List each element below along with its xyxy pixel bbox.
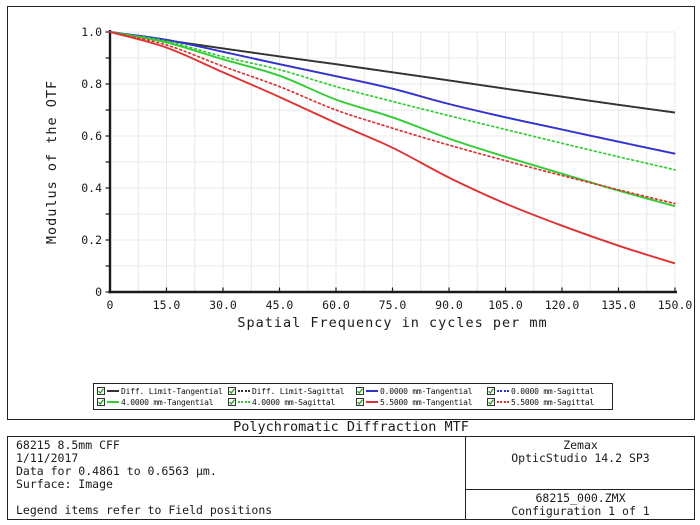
dotted-line-sample-icon xyxy=(497,401,509,403)
configuration: Configuration 1 of 1 xyxy=(511,504,650,518)
x-tick-label: 90.0 xyxy=(435,298,463,312)
legend-item-label: Diff. Limit-Sagittal xyxy=(252,386,345,396)
page-border xyxy=(7,6,695,520)
y-axis-title: Modulus of the OTF xyxy=(44,80,60,244)
y-tick-label: 0.2 xyxy=(81,233,102,247)
solid-line-sample-icon xyxy=(366,390,378,392)
solid-line-sample-icon xyxy=(107,390,119,392)
legend-checkbox-checked-icon[interactable] xyxy=(487,398,495,406)
series-curve-4-0000-mm-tangential xyxy=(109,31,676,208)
legend-checkbox-checked-icon[interactable] xyxy=(97,387,105,395)
mtf-plot: 0 0.2 0.4 0.6 0.8 1.0 0 15.0 30.0 45.0 60.0 75.0 90.… xyxy=(44,25,693,331)
y-tick-label: 1.0 xyxy=(81,25,102,39)
series-curve-0-0000-mm-sagittal xyxy=(109,31,676,155)
y-tick-label: 0 xyxy=(95,285,102,299)
x-tick-label: 120.0 xyxy=(545,298,580,312)
dotted-line-sample-icon xyxy=(238,390,250,392)
x-tick-label: 105.0 xyxy=(488,298,523,312)
series-curve-diff-limit-sagittal xyxy=(109,31,676,114)
legend-note: Legend items refer to Field positions xyxy=(16,503,273,517)
legend-item: 5.5000 mm-Sagittal xyxy=(487,397,612,408)
info-right-column: Zemax OpticStudio 14.2 SP3 68215_000.ZMX… xyxy=(465,437,695,520)
x-tick-label: 30.0 xyxy=(209,298,237,312)
plot-title: Polychromatic Diffraction MTF xyxy=(7,419,695,437)
legend-checkbox-checked-icon[interactable] xyxy=(356,387,364,395)
legend-box: Diff. Limit-Tangential Diff. Limit-Sagitt… xyxy=(93,383,613,410)
y-tick-label: 0.4 xyxy=(81,181,102,195)
solid-line-sample-icon xyxy=(366,401,378,403)
data-range: Data for 0.4861 to 0.6563 µm. xyxy=(16,464,217,478)
legend-checkbox-checked-icon[interactable] xyxy=(487,387,495,395)
x-axis-title: Spatial Frequency in cycles per mm xyxy=(237,315,547,331)
x-tick-label: 0 xyxy=(107,298,114,312)
legend-item-label: 0.0000 mm-Tangential xyxy=(380,386,473,396)
series-curve-5-5000-mm-sagittal xyxy=(109,31,676,205)
legend-item-label: 0.0000 mm-Sagittal xyxy=(511,386,595,396)
legend-item-label: 4.0000 mm-Sagittal xyxy=(252,397,336,407)
x-tick-label: 150.0 xyxy=(658,298,693,312)
app-name: Zemax xyxy=(563,438,598,452)
surface-label: Surface: Image xyxy=(16,477,113,491)
legend-item: 4.0000 mm-Sagittal xyxy=(228,397,356,408)
legend-item-label: 4.0000 mm-Tangential xyxy=(121,397,214,407)
date-label: 1/11/2017 xyxy=(16,451,79,465)
dotted-line-sample-icon xyxy=(238,401,250,403)
legend-item: Diff. Limit-Sagittal xyxy=(228,386,356,397)
y-tick-label: 0.8 xyxy=(81,77,102,91)
x-tick-label: 60.0 xyxy=(322,298,350,312)
info-table: 68215 8.5mm CFF 1/11/2017 Data for 0.486… xyxy=(7,437,695,520)
legend-checkbox-checked-icon[interactable] xyxy=(228,387,236,395)
legend-item: 0.0000 mm-Tangential xyxy=(356,386,487,397)
legend-item: 5.5000 mm-Tangential xyxy=(356,397,487,408)
app-version: OpticStudio 14.2 SP3 xyxy=(511,451,650,465)
y-tick-label: 0.6 xyxy=(81,129,102,143)
file-info-cell: 68215_000.ZMX Configuration 1 of 1 xyxy=(466,489,695,520)
app-info-cell: Zemax OpticStudio 14.2 SP3 xyxy=(466,437,695,489)
legend-item: 4.0000 mm-Tangential xyxy=(97,397,228,408)
series-curve-5-5000-mm-tangential xyxy=(109,31,676,265)
x-tick-label: 75.0 xyxy=(379,298,407,312)
x-tick-label: 45.0 xyxy=(266,298,294,312)
solid-line-sample-icon xyxy=(107,401,119,403)
legend-item: Diff. Limit-Tangential xyxy=(97,386,228,397)
x-tick-label: 135.0 xyxy=(601,298,636,312)
legend-item-label: 5.5000 mm-Tangential xyxy=(380,397,473,407)
legend-item-label: 5.5000 mm-Sagittal xyxy=(511,397,595,407)
lens-title: 68215 8.5mm CFF xyxy=(16,438,120,452)
legend-checkbox-checked-icon[interactable] xyxy=(97,398,105,406)
legend-item-label: Diff. Limit-Tangential xyxy=(121,386,223,396)
x-tick-label: 15.0 xyxy=(153,298,181,312)
dotted-line-sample-icon xyxy=(497,390,509,392)
file-name: 68215_000.ZMX xyxy=(535,491,626,505)
info-left-cell: 68215 8.5mm CFF 1/11/2017 Data for 0.486… xyxy=(7,437,465,520)
legend-item: 0.0000 mm-Sagittal xyxy=(487,386,612,397)
legend-checkbox-checked-icon[interactable] xyxy=(356,398,364,406)
legend-checkbox-checked-icon[interactable] xyxy=(228,398,236,406)
